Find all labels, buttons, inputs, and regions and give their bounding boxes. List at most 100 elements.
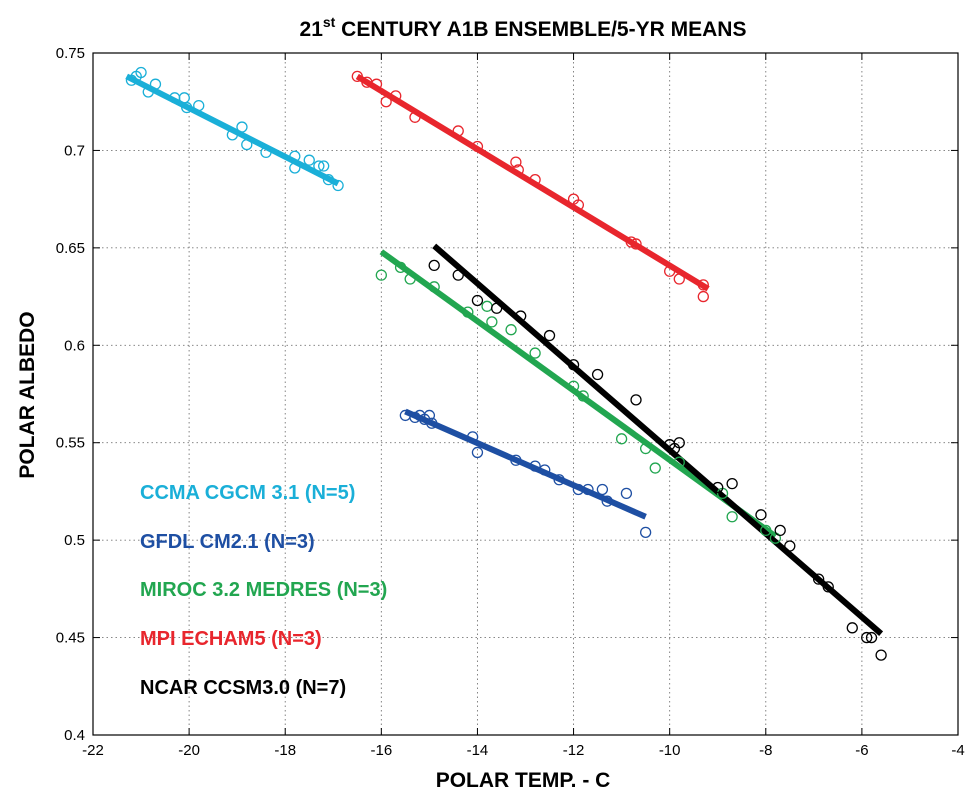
data-point bbox=[591, 368, 604, 381]
data-point bbox=[142, 86, 154, 98]
data-point bbox=[181, 101, 193, 114]
data-point bbox=[861, 631, 873, 644]
y-tick-label: 0.55 bbox=[56, 435, 85, 452]
x-axis-label: POLAR TEMP. - C bbox=[436, 769, 611, 792]
data-point bbox=[515, 310, 527, 322]
data-point bbox=[471, 294, 484, 307]
legend-entry: MPI ECHAM5 (N=3) bbox=[140, 628, 322, 650]
data-point bbox=[289, 162, 301, 174]
data-point bbox=[673, 273, 685, 285]
fit-line bbox=[355, 73, 710, 292]
y-tick-label: 0.65 bbox=[56, 240, 85, 257]
data-points bbox=[125, 66, 887, 661]
data-point bbox=[784, 540, 796, 552]
fit-line bbox=[404, 408, 647, 520]
data-point bbox=[553, 474, 565, 486]
chart-title-rest: CENTURY A1B ENSEMBLE/5-YR MEANS bbox=[335, 18, 746, 41]
x-tick-label: -12 bbox=[563, 742, 585, 759]
x-tick-label: -8 bbox=[759, 742, 772, 759]
data-point bbox=[620, 487, 633, 500]
data-point bbox=[505, 324, 517, 336]
data-point bbox=[649, 462, 661, 474]
data-point bbox=[313, 160, 325, 172]
data-point bbox=[452, 125, 464, 137]
y-tick-label: 0.7 bbox=[64, 142, 85, 159]
data-point bbox=[760, 524, 772, 537]
y-tick-label: 0.45 bbox=[56, 630, 85, 647]
data-point bbox=[303, 154, 315, 166]
legend-entry: MIROC 3.2 MEDRES (N=3) bbox=[140, 579, 387, 601]
x-tick-label: -14 bbox=[467, 742, 489, 759]
y-axis-label: POLAR ALBEDO bbox=[16, 311, 39, 478]
data-point bbox=[226, 129, 239, 141]
data-point bbox=[630, 394, 642, 406]
data-point bbox=[322, 174, 335, 186]
data-point bbox=[510, 454, 522, 466]
data-point bbox=[486, 316, 498, 328]
x-tick-label: -16 bbox=[370, 742, 392, 759]
data-point bbox=[426, 417, 438, 429]
data-point bbox=[712, 481, 724, 494]
data-point bbox=[755, 509, 767, 521]
chart-title: 21st CENTURY A1B ENSEMBLE/5-YR MEANS bbox=[300, 14, 747, 41]
data-point bbox=[289, 150, 301, 162]
data-point bbox=[567, 359, 580, 371]
data-point bbox=[639, 526, 652, 538]
y-tick-labels: 0.4 0.45 0.5 0.55 0.6 0.65 0.7 0.75 bbox=[56, 45, 85, 744]
data-point bbox=[543, 329, 556, 342]
x-tick-label: -18 bbox=[274, 742, 296, 759]
data-point bbox=[697, 290, 709, 303]
data-point bbox=[673, 456, 685, 468]
y-tick-label: 0.6 bbox=[64, 337, 85, 354]
data-point bbox=[601, 495, 613, 507]
chart-title-main: 21 bbox=[300, 18, 324, 41]
plot-frame bbox=[92, 52, 959, 736]
chart-title-superscript: st bbox=[323, 14, 336, 30]
data-point bbox=[577, 390, 589, 402]
x-tick-label: -10 bbox=[659, 742, 681, 759]
grid bbox=[93, 53, 958, 735]
data-point bbox=[390, 90, 402, 102]
data-point bbox=[135, 66, 147, 79]
data-point bbox=[512, 164, 524, 176]
y-tick-label: 0.75 bbox=[56, 45, 85, 62]
data-point bbox=[639, 442, 652, 455]
data-point bbox=[178, 92, 190, 104]
data-point bbox=[822, 581, 834, 593]
fit-line bbox=[432, 243, 884, 636]
data-point bbox=[471, 140, 484, 153]
legend-entry: CCMA CGCM 3.1 (N=5) bbox=[140, 482, 355, 504]
data-point bbox=[539, 464, 551, 476]
data-point bbox=[481, 300, 493, 312]
data-point bbox=[260, 146, 272, 159]
data-point bbox=[673, 437, 685, 449]
data-point bbox=[318, 160, 330, 172]
data-point bbox=[726, 511, 738, 523]
data-point bbox=[462, 306, 474, 318]
data-point bbox=[380, 96, 392, 108]
data-point bbox=[471, 446, 484, 459]
x-tick-label: -6 bbox=[855, 742, 868, 759]
data-point bbox=[846, 622, 858, 634]
legend-entry: GFDL CM2.1 (N=3) bbox=[140, 531, 315, 553]
data-point bbox=[697, 279, 709, 291]
data-point bbox=[865, 631, 878, 644]
data-point bbox=[491, 302, 503, 314]
data-point bbox=[466, 431, 479, 443]
data-point bbox=[351, 70, 363, 83]
data-point bbox=[452, 269, 464, 281]
data-point bbox=[423, 409, 436, 422]
data-point bbox=[572, 199, 585, 211]
data-point bbox=[875, 649, 887, 661]
data-point bbox=[394, 261, 407, 273]
legend: CCMA CGCM 3.1 (N=5) GFDL CM2.1 (N=3) MIROC… bbox=[140, 482, 387, 699]
data-point bbox=[404, 273, 416, 285]
data-point bbox=[596, 483, 609, 496]
data-point bbox=[236, 121, 248, 133]
x-tick-label: -22 bbox=[82, 742, 104, 759]
data-point bbox=[529, 347, 541, 359]
data-point bbox=[812, 573, 825, 585]
data-point bbox=[529, 460, 541, 472]
data-point bbox=[567, 380, 580, 392]
